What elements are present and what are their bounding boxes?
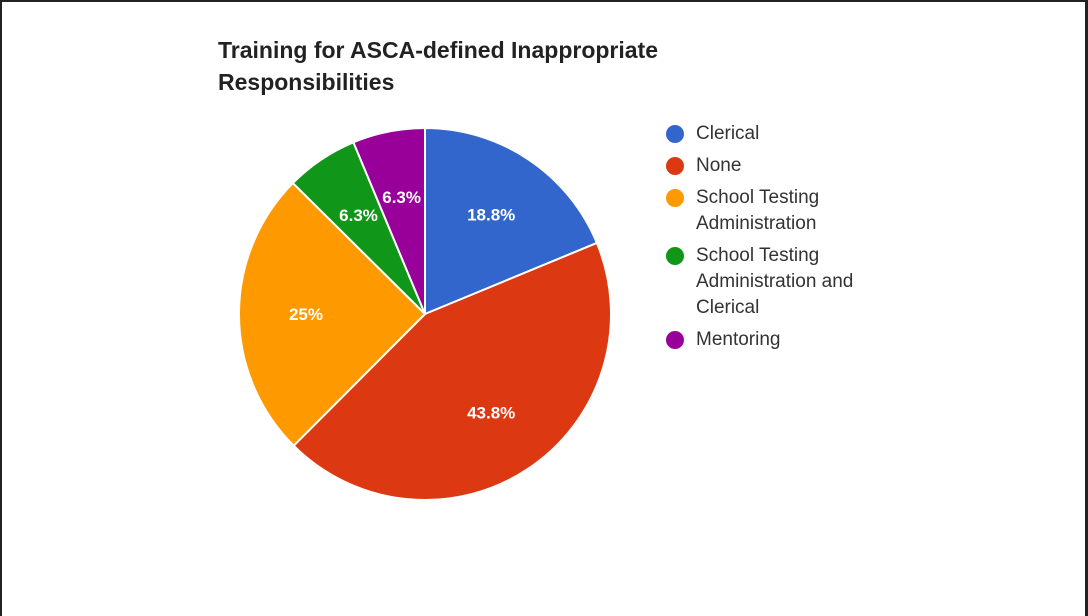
legend-swatch [666,331,684,349]
slice-label-2: 25% [289,305,323,324]
legend-label: School Testing Administration and Cleric… [696,245,854,318]
legend-item-1: None [666,153,906,179]
pie-slice-1 [292,241,612,501]
chart-title: Training for ASCA-defined Inappropriate … [218,37,658,95]
legend-label: None [696,155,742,176]
legend-label: Mentoring [696,329,781,350]
legend-item-4: Mentoring [666,327,906,353]
legend-swatch [666,247,684,265]
legend-item-3: School Testing Administration and Cleric… [666,243,906,321]
chart-legend: Clerical None School Testing Administratio… [666,121,906,359]
pie-slice-0 [424,126,599,316]
slice-label-1: 43.8% [467,403,515,422]
legend-swatch [666,157,684,175]
pie-slice-2 [238,181,427,448]
legend-item-2: School Testing Administration [666,185,906,237]
legend-swatch [666,125,684,143]
legend-label: School Testing Administration [696,187,820,234]
pie-slice-4 [352,126,426,315]
slice-label-0: 18.8% [467,206,515,225]
slice-label-3: 6.3% [339,206,378,225]
legend-item-0: Clerical [666,121,906,147]
slice-label-4: 6.3% [382,188,421,207]
legend-swatch [666,189,684,207]
legend-label: Clerical [696,123,760,144]
